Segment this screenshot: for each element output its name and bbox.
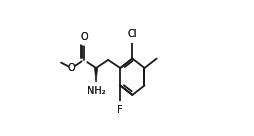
Ellipse shape <box>129 36 136 43</box>
Ellipse shape <box>117 101 124 108</box>
Text: O: O <box>80 32 88 42</box>
Text: NH₂: NH₂ <box>87 86 105 96</box>
Polygon shape <box>94 68 98 84</box>
Text: F: F <box>117 105 123 115</box>
Ellipse shape <box>92 82 100 89</box>
Text: Cl: Cl <box>128 30 137 39</box>
Ellipse shape <box>68 64 75 72</box>
Text: O: O <box>68 63 76 73</box>
Text: F: F <box>117 105 123 115</box>
Text: Cl: Cl <box>128 30 137 39</box>
Text: NH₂: NH₂ <box>87 86 105 96</box>
Ellipse shape <box>81 39 87 46</box>
Text: O: O <box>80 32 88 42</box>
Text: O: O <box>68 63 76 73</box>
